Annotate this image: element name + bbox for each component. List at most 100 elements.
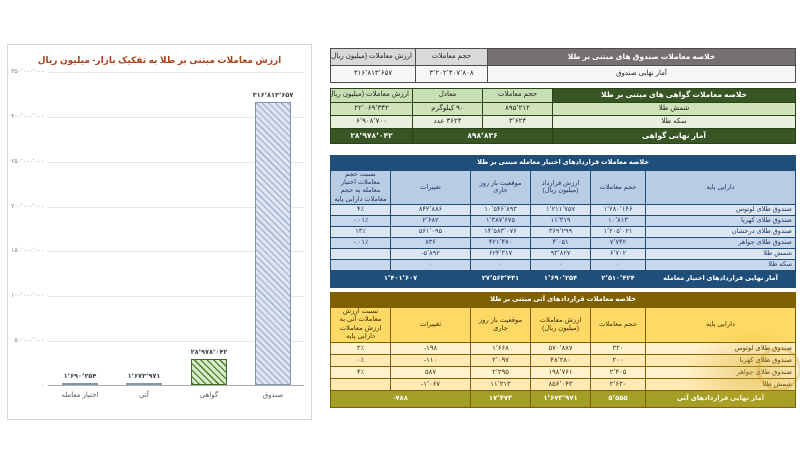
column-header-volume: حجم معاملات xyxy=(590,170,647,205)
volume-cell: ۷٬۷۴۲ xyxy=(590,236,647,249)
table-title: خلاصه معاملات قراردادهای آتی مبتنی بر طل… xyxy=(329,292,797,308)
gridline xyxy=(48,251,304,252)
volume-cell: ۱٬۲۰۵٬۰۲۱ xyxy=(590,225,647,238)
total-value-cell: ۱٬۶۷۳٬۹۷۱ xyxy=(530,389,592,408)
value-cell: ۴٬۰۵۱ xyxy=(530,236,592,249)
total-label: آمار نهایی قراردادهای آتی xyxy=(645,389,797,408)
column-header-open: موقعیت باز روز جاری xyxy=(470,307,532,343)
y-axis-tick-label: ۳۰۰٬۰۰۰٬۰۰۰ xyxy=(11,114,44,120)
options-summary-table: خلاصه معاملات قراردادهای اختیار معامله م… xyxy=(329,155,797,288)
table-title: خلاصه معاملات قراردادهای اختیار معامله م… xyxy=(329,155,797,171)
asset-cell: صندوق طلای لوتوس xyxy=(645,203,797,216)
equiv-cell: ۹۰ کیلوگرم xyxy=(412,102,483,116)
table-title: خلاصه معاملات گواهی های مبتنی بر طلا xyxy=(552,88,796,103)
bar-value-label: ۱٬۶۷۳٬۹۷۱ xyxy=(127,373,161,380)
column-header-value: ارزش قرارداد (میلیون ریال) xyxy=(530,170,592,205)
bar-fund xyxy=(255,102,291,385)
x-axis-category-label: گواهی xyxy=(199,392,219,399)
chart-title: ارزش معاملات مبتنی بر طلا به تفکیک بازار… xyxy=(37,55,282,65)
value-cell: ۲۲٬۰۶۹٬۳۴۲ xyxy=(330,102,413,116)
column-header-ratio: نسبت حجم معاملات اختیار معامله به حجم مع… xyxy=(329,170,392,205)
asset-cell: سکه طلا xyxy=(552,115,796,129)
y-axis-tick-label: ۲۰۰٬۰۰۰٬۰۰۰ xyxy=(11,204,44,210)
volume-cell: ۶٬۷۰۲ xyxy=(590,247,647,260)
total-volume-cell: ۵٬۵۵۵ xyxy=(590,389,647,408)
total-label: آمار نهایی گواهی xyxy=(552,128,796,144)
y-axis-tick-label: ۰ xyxy=(40,383,44,389)
open-cell: ۴۲۱٬۴۷۰ xyxy=(470,236,532,249)
y-axis-tick-label: ۱۰۰٬۰۰۰٬۰۰۰ xyxy=(11,293,44,299)
bar-value-label: ۳۱۶٬۸۱۳٬۶۵۷ xyxy=(252,92,294,99)
gridline xyxy=(48,296,304,297)
change-cell: ۰ xyxy=(390,258,472,271)
open-cell: ۱۰٬۵۴۶٬۸۹۳ xyxy=(470,203,532,216)
total-volume-cell: ۲٬۵۱۰٬۴۲۴ xyxy=(590,269,647,288)
ratio-cell: ۴٪ xyxy=(329,365,392,379)
total-value-cell: ۱٬۶۹۰٬۲۵۴ xyxy=(530,269,592,288)
value-cell: ۵۷۰٬۸۸۷ xyxy=(530,341,592,355)
open-cell: ۱٬۶۶۸ xyxy=(470,341,532,355)
certificate-summary-table: خلاصه معاملات گواهی های مبتنی بر طلا حجم… xyxy=(330,88,796,144)
column-header-ratio: نسبت ارزش معاملات آتی به ارزش معاملات دا… xyxy=(329,307,392,343)
column-header-volume: حجم معاملات xyxy=(415,48,488,66)
total-change-cell: ۱٬۴۰۱٬۶۰۷ xyxy=(329,269,472,288)
asset-cell: صندوق طلای کهربا xyxy=(645,353,797,367)
volume-cell: ۳۲۰ xyxy=(590,341,647,355)
fund-summary-table: خلاصه معاملات صندوق های مبتنی بر طلا حجم… xyxy=(330,48,796,83)
column-header-value: ارزش معاملات (میلیون ریال) xyxy=(330,48,416,66)
ratio-cell: ۰.۰۱٪ xyxy=(329,214,392,227)
total-row: آمار نهایی قراردادهای اختیار معامله ۲٬۵۱… xyxy=(329,269,797,288)
volume-cell: ۰ xyxy=(590,258,647,271)
column-header-equiv: معادل xyxy=(412,88,483,103)
table-row: صندوق طلای جواهر ۷٬۷۴۲ ۴٬۰۵۱ ۴۲۱٬۴۷۰ ۸۳۶… xyxy=(329,236,797,249)
change-cell: ۲٬۶۸۲ xyxy=(390,214,472,227)
futures-summary-table: خلاصه معاملات قراردادهای آتی مبتنی بر طل… xyxy=(329,292,797,408)
open-cell: ۲٬۰۹۷ xyxy=(470,353,532,367)
change-cell: -۱۱۰ xyxy=(390,353,472,367)
value-cell: ۳۶۹٬۲۹۹ xyxy=(530,225,592,238)
gridline xyxy=(48,341,304,342)
column-header-volume: حجم معاملات xyxy=(590,307,647,343)
column-header-change: تغییرات xyxy=(390,307,472,343)
asset-cell: شمش طلا xyxy=(552,102,796,116)
asset-cell: سکه طلا xyxy=(645,258,797,271)
total-row: آمار نهایی قراردادهای آتی ۵٬۵۵۵ ۱٬۶۷۳٬۹۷… xyxy=(329,389,797,408)
open-cell: ۰ xyxy=(470,258,532,271)
asset-cell: صندوق طلای کهربا xyxy=(645,214,797,227)
asset-cell: صندوق طلای جواهر xyxy=(645,236,797,249)
column-header-change: تغییرات xyxy=(390,170,472,205)
value-cell: ۹۳٬۸۲۷ xyxy=(530,247,592,260)
column-header-open: موقعیت باز روز جاری xyxy=(470,170,532,205)
value-cell: ۱۹۸٬۷۶۱ xyxy=(530,365,592,379)
table-row: شمش طلا ۶٬۷۰۲ ۹۳٬۸۲۷ ۶۲۴٬۳۱۷ -۵٬۸۹۲ xyxy=(329,247,797,260)
gridline xyxy=(48,72,304,73)
y-axis-tick-label: ۱۵۰٬۰۰۰٬۰۰۰ xyxy=(11,248,44,254)
open-cell: ۲٬۳۹۵ xyxy=(470,365,532,379)
gridline xyxy=(48,207,304,208)
table-row: سکه طلا ۰ ۰ ۰ ۰ xyxy=(329,258,797,271)
volume-cell: ۸۹۵٬۲۱۲ xyxy=(482,102,553,116)
y-axis-tick-label: ۳۵۰٬۰۰۰٬۰۰۰ xyxy=(11,69,44,75)
value-cell: ۶٬۹۰۸٬۷۰۰ xyxy=(330,115,413,129)
ratio-cell: ۰٪ xyxy=(329,353,392,367)
value-cell: ۱٬۲۱۱٬۷۵۷ xyxy=(530,203,592,216)
ratio-cell xyxy=(329,247,392,260)
column-header-value: ارزش معاملات (میلیون ریال) xyxy=(330,88,413,103)
column-header-volume: حجم معاملات xyxy=(482,88,553,103)
column-header-asset: دارایی پایه xyxy=(645,307,797,343)
gold-markets-chart-panel: ارزش معاملات مبتنی بر طلا به تفکیک بازار… xyxy=(7,44,312,420)
change-cell: ۸۳۶ xyxy=(390,236,472,249)
bar-futures xyxy=(126,383,162,385)
table-row: شمش طلا ۲٬۶۳۰ ۸۵۶٬۰۴۳ ۱۱٬۳۱۳ -۱٬۰۶۷ xyxy=(329,377,797,391)
change-cell: -۵٬۸۹۲ xyxy=(390,247,472,260)
value-cell: ۴۸٬۲۸۰ xyxy=(530,353,592,367)
table-row: سکه طلا ۳٬۶۲۴ ۳۶۲۴ عدد ۶٬۹۰۸٬۷۰۰ xyxy=(330,115,796,129)
change-cell: -۱۹۸ xyxy=(390,341,472,355)
change-cell: ۵۸۷ xyxy=(390,365,472,379)
total-open-cell: ۲۷٬۵۶۳٬۴۳۱ xyxy=(470,269,532,288)
table-title: خلاصه معاملات صندوق های مبتنی بر طلا xyxy=(487,48,796,66)
value-cell: ۱۱٬۳۱۹ xyxy=(530,214,592,227)
open-cell: ۱۴٬۵۸۳٬۰۷۶ xyxy=(470,225,532,238)
table-row: شمش طلا ۸۹۵٬۲۱۲ ۹۰ کیلوگرم ۲۲٬۰۶۹٬۳۴۲ xyxy=(330,102,796,116)
open-cell: ۱۱٬۳۱۳ xyxy=(470,377,532,391)
